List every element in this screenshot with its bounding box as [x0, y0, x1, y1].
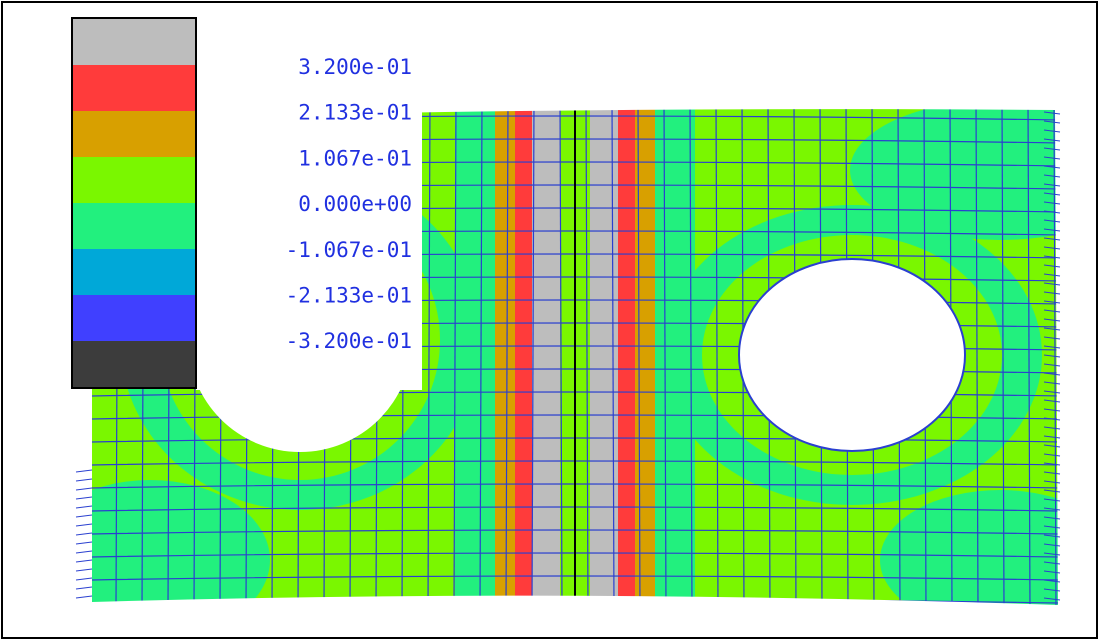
legend-swatch: [72, 157, 196, 203]
legend-swatch: [72, 249, 196, 295]
legend-label: -1.067e-01: [286, 238, 412, 262]
legend-label: 2.133e-01: [298, 101, 412, 125]
legend-swatch: [72, 65, 196, 111]
legend-swatch: [72, 18, 196, 65]
legend-label: 0.000e+00: [298, 192, 412, 216]
legend-colorbar: [72, 18, 196, 388]
legend-swatch: [72, 341, 196, 388]
legend-swatch: [72, 111, 196, 157]
legend-label: 1.067e-01: [298, 146, 412, 170]
legend-swatch: [72, 295, 196, 341]
legend-label: -3.200e-01: [286, 329, 412, 353]
legend-label: 3.200e-01: [298, 55, 412, 79]
legend-swatch: [72, 203, 196, 249]
contour-region: [532, 100, 560, 610]
contour-view: 3.200e-01 2.133e-01 1.067e-01 0.000e+00 -1.0…: [0, 0, 1099, 640]
page: 3.200e-01 2.133e-01 1.067e-01 0.000e+00 -1.0…: [0, 0, 1099, 640]
legend-label: -2.133e-01: [286, 284, 412, 308]
